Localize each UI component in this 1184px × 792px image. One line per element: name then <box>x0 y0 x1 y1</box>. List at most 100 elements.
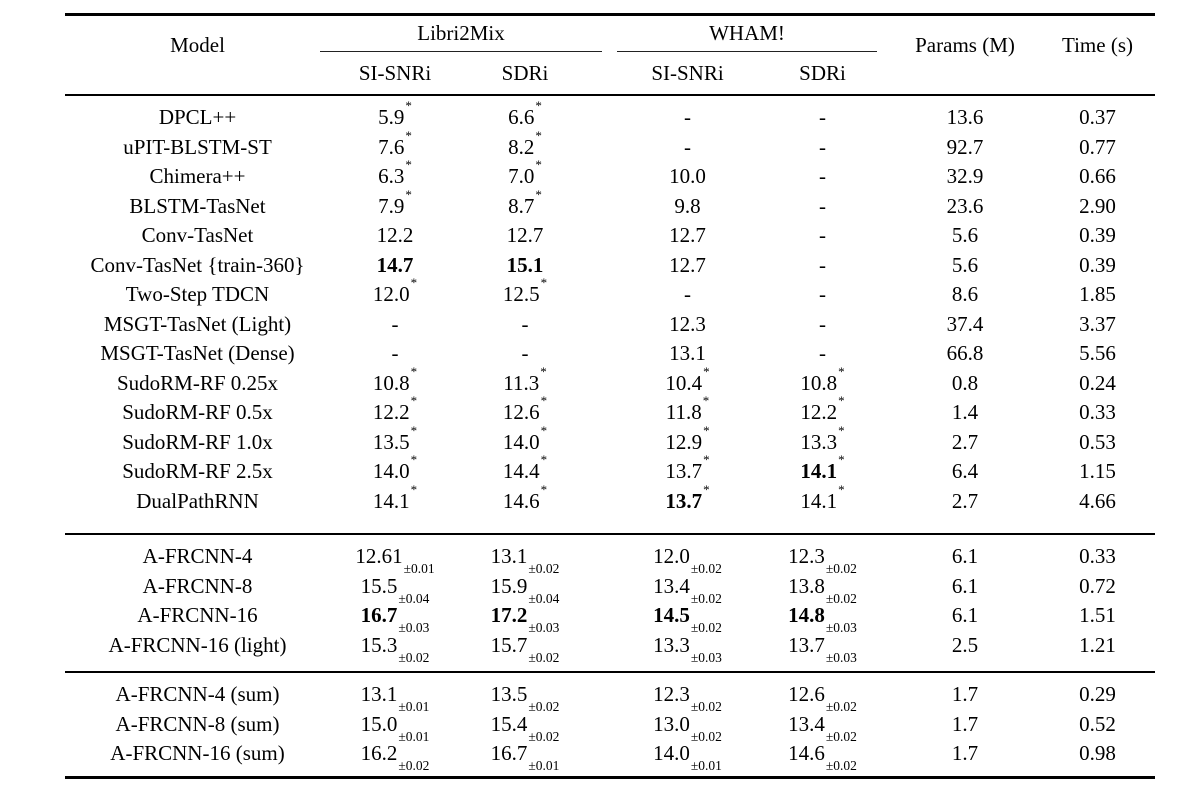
params-value: 8.6 <box>951 282 979 307</box>
model-name: A-FRCNN-16 <box>137 603 258 628</box>
time-value: 5.56 <box>1079 341 1116 366</box>
cell-wham-sdri: - <box>819 282 826 307</box>
cell-libri2mix-sdri: 16.7±0.01 <box>490 741 560 774</box>
cell-wham-si-snri: 14.0±0.01 <box>653 741 722 774</box>
cell-wham-si-snri: 13.4±0.02 <box>653 573 722 606</box>
cell-libri2mix-sdri: - <box>521 341 529 366</box>
time-value: 0.33 <box>1079 544 1116 569</box>
col-header-libri2mix-si-snri: SI-SNRi <box>358 60 432 85</box>
table-row: Conv-TasNet {train-360} 14.7 15.1 12.7 - 5.6 0… <box>65 251 1155 281</box>
cell-libri2mix-sdri: 14.0* <box>502 422 548 454</box>
cell-wham-si-snri: 12.3±0.02 <box>653 682 722 715</box>
cell-libri2mix-si-snri: 15.3±0.02 <box>360 632 430 665</box>
cell-wham-si-snri: 13.3±0.03 <box>653 632 722 665</box>
cell-libri2mix-si-snri: 14.1* <box>372 481 418 513</box>
time-value: 0.39 <box>1079 223 1116 248</box>
cell-wham-sdri: - <box>819 134 826 159</box>
cell-wham-si-snri: 13.1 <box>669 341 706 366</box>
time-value: 2.90 <box>1079 193 1116 218</box>
params-value: 1.7 <box>951 711 979 736</box>
cell-libri2mix-sdri: 8.7* <box>508 186 542 218</box>
model-name: A-FRCNN-4 <box>142 544 253 569</box>
cell-libri2mix-sdri: 12.6* <box>502 393 548 425</box>
model-name: BLSTM-TasNet <box>129 193 266 218</box>
cell-wham-sdri: 12.2* <box>800 393 845 425</box>
params-value: 23.6 <box>946 193 984 218</box>
cell-libri2mix-si-snri: 15.5±0.04 <box>360 573 430 606</box>
table-header: Model Libri2Mix WHAM! SI-SNRi SDRi SI-SN… <box>65 16 1155 94</box>
cell-libri2mix-si-snri: 12.2* <box>372 393 418 425</box>
params-value: 6.1 <box>951 573 979 598</box>
cell-libri2mix-sdri: - <box>521 311 529 336</box>
cell-wham-sdri: 14.1* <box>800 452 845 484</box>
cell-libri2mix-si-snri: 16.2±0.02 <box>360 741 430 774</box>
cell-wham-sdri: - <box>819 193 826 218</box>
cell-wham-sdri: - <box>819 252 826 277</box>
cell-libri2mix-si-snri: 15.0±0.01 <box>360 711 430 744</box>
time-value: 4.66 <box>1079 488 1116 513</box>
table-row: A-FRCNN-16 (light) 15.3±0.02 15.7±0.02 13.3… <box>65 631 1155 665</box>
time-value: 0.98 <box>1079 741 1116 766</box>
cell-libri2mix-sdri: 6.6* <box>508 98 542 130</box>
cell-wham-sdri: 12.6±0.02 <box>788 682 857 715</box>
cell-wham-si-snri: 10.4* <box>665 363 710 395</box>
table-row: A-FRCNN-8 15.5±0.04 15.9±0.04 13.4±0.02 13.8… <box>65 572 1155 606</box>
wham-group-rule <box>617 51 877 52</box>
model-name: DPCL++ <box>158 105 237 130</box>
time-value: 0.24 <box>1079 370 1116 395</box>
cell-wham-si-snri: 13.7* <box>665 481 710 513</box>
midrule-2 <box>65 671 1155 673</box>
cell-libri2mix-si-snri: 14.7 <box>376 252 414 277</box>
cell-wham-sdri: 14.6±0.02 <box>788 741 857 774</box>
cell-libri2mix-si-snri: 7.6* <box>378 127 412 159</box>
model-name: Conv-TasNet <box>141 223 254 248</box>
cell-wham-sdri: - <box>819 164 826 189</box>
cell-libri2mix-sdri: 15.7±0.02 <box>490 632 560 665</box>
cell-wham-sdri: - <box>819 311 826 336</box>
cell-wham-sdri: - <box>819 341 826 366</box>
cell-libri2mix-si-snri: 13.1±0.01 <box>360 682 430 715</box>
cell-wham-si-snri: 13.0±0.02 <box>653 711 722 744</box>
table-row: SudoRM-RF 1.0x 13.5* 14.0* 12.9* 13.3* 2.7 0.5… <box>65 422 1155 458</box>
cell-wham-sdri: 12.3±0.02 <box>788 544 857 577</box>
cell-wham-si-snri: 12.7 <box>669 252 706 277</box>
table-row: A-FRCNN-8 (sum) 15.0±0.01 15.4±0.02 13.0±0.… <box>65 710 1155 744</box>
cell-wham-sdri: 14.1* <box>800 481 845 513</box>
cell-wham-sdri: 13.7±0.03 <box>788 632 857 665</box>
table-row: Two-Step TDCN 12.0* 12.5* - - 8.6 1.85 <box>65 275 1155 310</box>
libri2mix-group-rule <box>320 51 602 52</box>
cell-libri2mix-si-snri: - <box>391 341 399 366</box>
params-value: 2.7 <box>951 429 979 454</box>
cell-libri2mix-si-snri: - <box>391 311 399 336</box>
params-value: 13.6 <box>946 105 984 130</box>
time-value: 1.51 <box>1079 603 1116 628</box>
table-row: BLSTM-TasNet 7.9* 8.7* 9.8 - 23.6 2.90 <box>65 186 1155 222</box>
time-value: 1.85 <box>1079 282 1116 307</box>
params-value: 1.7 <box>951 682 979 707</box>
table-row: A-FRCNN-16 (sum) 16.2±0.02 16.7±0.01 14.0±0… <box>65 739 1155 774</box>
time-value: 0.52 <box>1079 711 1116 736</box>
cell-libri2mix-sdri: 14.4* <box>502 452 548 484</box>
cell-wham-si-snri: - <box>684 282 691 307</box>
cell-libri2mix-si-snri: 12.0* <box>372 275 418 307</box>
model-name: Conv-TasNet {train-360} <box>90 252 305 277</box>
subheader-row: SI-SNRi SDRi SI-SNRi SDRi <box>65 52 1155 94</box>
cell-libri2mix-si-snri: 16.7±0.03 <box>360 603 430 636</box>
model-name: A-FRCNN-16 (light) <box>108 632 287 657</box>
cell-wham-si-snri: 10.0 <box>669 164 706 189</box>
cell-wham-si-snri: 12.9* <box>665 422 710 454</box>
cell-libri2mix-si-snri: 5.9* <box>378 98 412 130</box>
time-value: 3.37 <box>1079 311 1116 336</box>
cell-wham-si-snri: 11.8* <box>665 393 710 425</box>
params-value: 6.4 <box>951 459 979 484</box>
cell-wham-si-snri: 12.0±0.02 <box>653 544 722 577</box>
col-header-wham-sdri: SDRi <box>799 60 846 85</box>
model-name: SudoRM-RF 0.25x <box>116 370 279 395</box>
model-name: uPIT-BLSTM-ST <box>123 134 272 159</box>
top-rule <box>65 13 1155 16</box>
cell-libri2mix-sdri: 12.7 <box>506 223 544 248</box>
table-row: uPIT-BLSTM-ST 7.6* 8.2* - - 92.7 0.77 <box>65 127 1155 163</box>
model-name: Chimera++ <box>149 164 246 189</box>
params-value: 5.6 <box>951 223 979 248</box>
model-name: Two-Step TDCN <box>125 282 270 307</box>
